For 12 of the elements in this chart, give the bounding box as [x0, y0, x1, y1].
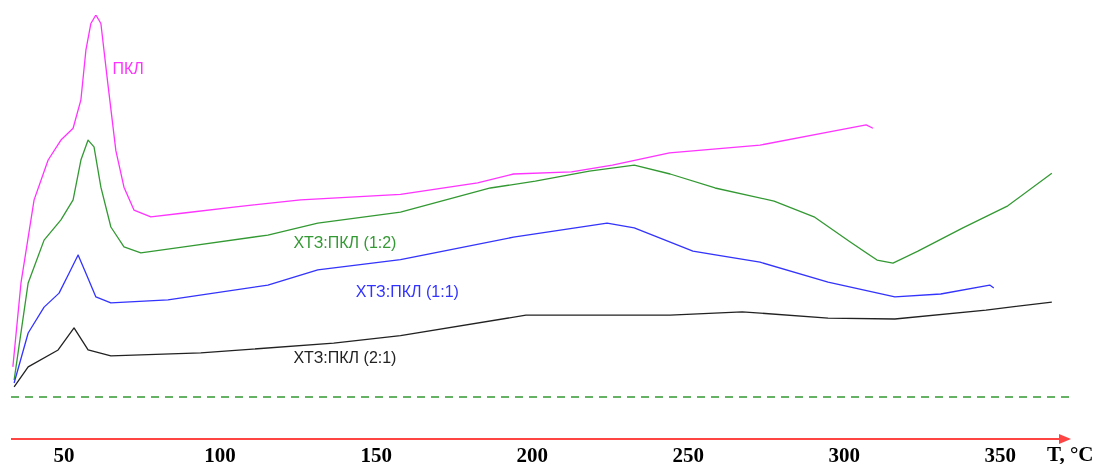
series-label: ХТЗ:ПКЛ (1:2)	[293, 234, 397, 252]
x-tick-label: 250	[672, 442, 704, 467]
x-tick-label: 200	[516, 442, 548, 467]
series-label: ПКЛ	[112, 60, 144, 78]
x-tick-label: 100	[204, 442, 236, 467]
x-axis-title: T, °C	[1047, 442, 1094, 466]
x-tick-label: 50	[53, 442, 75, 467]
x-tick-label: 350	[984, 442, 1017, 467]
x-tick-label: 300	[828, 442, 861, 467]
series-label: ХТЗ:ПКЛ (2:1)	[293, 348, 397, 366]
series-label: ХТЗ:ПКЛ (1:1)	[355, 282, 459, 300]
x-tick-label: 150	[360, 442, 392, 467]
